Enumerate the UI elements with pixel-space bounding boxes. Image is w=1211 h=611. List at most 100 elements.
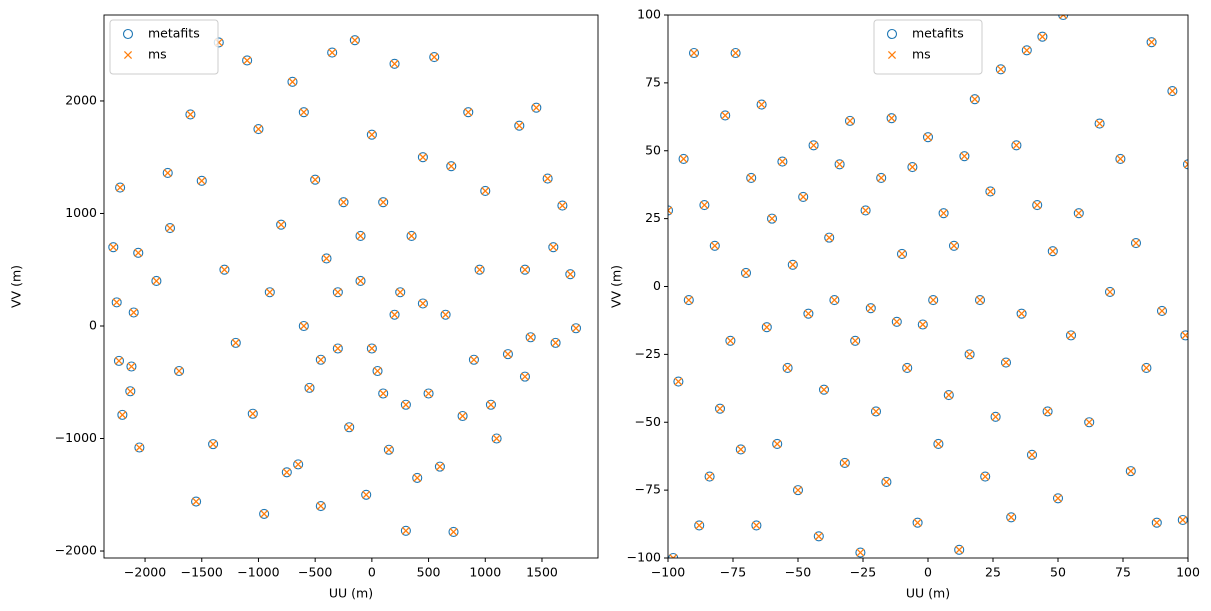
point xyxy=(1085,418,1094,427)
point xyxy=(551,338,560,347)
legend-label: ms xyxy=(912,47,931,62)
point xyxy=(1178,515,1187,525)
axes-frame xyxy=(667,14,1189,559)
point xyxy=(112,298,121,307)
point xyxy=(333,344,342,353)
point xyxy=(735,444,746,455)
point xyxy=(861,206,870,215)
point xyxy=(446,161,457,172)
x-tick-label: −500 xyxy=(298,565,332,580)
point xyxy=(887,114,896,123)
point xyxy=(705,472,714,481)
point xyxy=(468,354,479,365)
x-tick-label: 500 xyxy=(417,565,441,580)
point xyxy=(788,260,797,269)
point xyxy=(191,496,202,507)
point xyxy=(929,296,938,305)
point xyxy=(840,458,849,468)
point xyxy=(829,295,840,306)
point xyxy=(912,517,923,528)
point xyxy=(1021,45,1032,56)
point xyxy=(777,156,788,167)
point xyxy=(1042,406,1053,417)
point xyxy=(923,133,933,142)
point xyxy=(783,363,792,373)
point xyxy=(129,308,138,317)
point xyxy=(834,159,845,170)
y-tick-label: 75 xyxy=(645,74,661,89)
y-tick-label: 50 xyxy=(645,142,661,157)
point xyxy=(866,304,875,313)
point xyxy=(1043,407,1052,416)
point xyxy=(668,206,673,215)
point xyxy=(126,387,135,396)
point xyxy=(814,532,823,541)
point xyxy=(418,153,427,162)
point xyxy=(128,307,139,318)
point xyxy=(1038,32,1047,41)
point xyxy=(469,355,478,364)
point xyxy=(304,382,315,393)
point xyxy=(974,295,986,306)
point xyxy=(1125,466,1136,477)
point xyxy=(1066,331,1076,340)
point xyxy=(525,332,536,343)
point xyxy=(356,231,365,241)
point xyxy=(116,183,125,192)
point xyxy=(695,521,704,530)
point xyxy=(767,214,777,223)
point xyxy=(134,442,145,453)
point xyxy=(571,324,581,333)
point xyxy=(943,390,954,401)
point xyxy=(548,242,559,253)
point xyxy=(384,445,393,454)
point xyxy=(694,520,705,531)
point xyxy=(396,288,405,297)
point xyxy=(253,124,264,135)
point xyxy=(164,223,176,234)
point xyxy=(839,457,850,469)
point xyxy=(349,35,360,46)
x-tick-label: −2000 xyxy=(124,565,166,580)
point xyxy=(938,208,949,219)
x-tick-label: −75 xyxy=(720,565,746,580)
point xyxy=(429,52,440,63)
point xyxy=(1084,417,1095,428)
point xyxy=(948,240,960,251)
point xyxy=(247,408,258,419)
point xyxy=(328,48,337,57)
point xyxy=(1073,208,1084,219)
point xyxy=(793,486,803,495)
point xyxy=(799,192,808,201)
point xyxy=(704,471,715,482)
point xyxy=(939,209,948,218)
point xyxy=(709,240,720,251)
point xyxy=(981,472,990,481)
point xyxy=(366,129,377,140)
point xyxy=(260,509,269,518)
point xyxy=(721,111,730,120)
point xyxy=(1168,86,1177,96)
point xyxy=(550,337,561,348)
y-tick-label: −25 xyxy=(635,346,661,361)
point xyxy=(288,77,297,86)
point xyxy=(928,295,939,306)
point xyxy=(298,320,309,332)
point xyxy=(491,433,502,444)
point xyxy=(339,198,348,207)
point xyxy=(907,161,918,173)
point xyxy=(566,270,575,279)
point xyxy=(1017,309,1026,318)
point xyxy=(965,350,974,359)
point xyxy=(401,526,410,535)
point xyxy=(1012,141,1021,150)
point xyxy=(1016,308,1027,319)
point xyxy=(480,185,491,197)
point xyxy=(378,197,389,208)
point xyxy=(196,175,207,186)
point xyxy=(406,230,417,242)
point xyxy=(133,247,144,258)
y-tick-label: 2000 xyxy=(65,92,97,107)
point xyxy=(282,468,291,477)
point xyxy=(299,108,308,117)
